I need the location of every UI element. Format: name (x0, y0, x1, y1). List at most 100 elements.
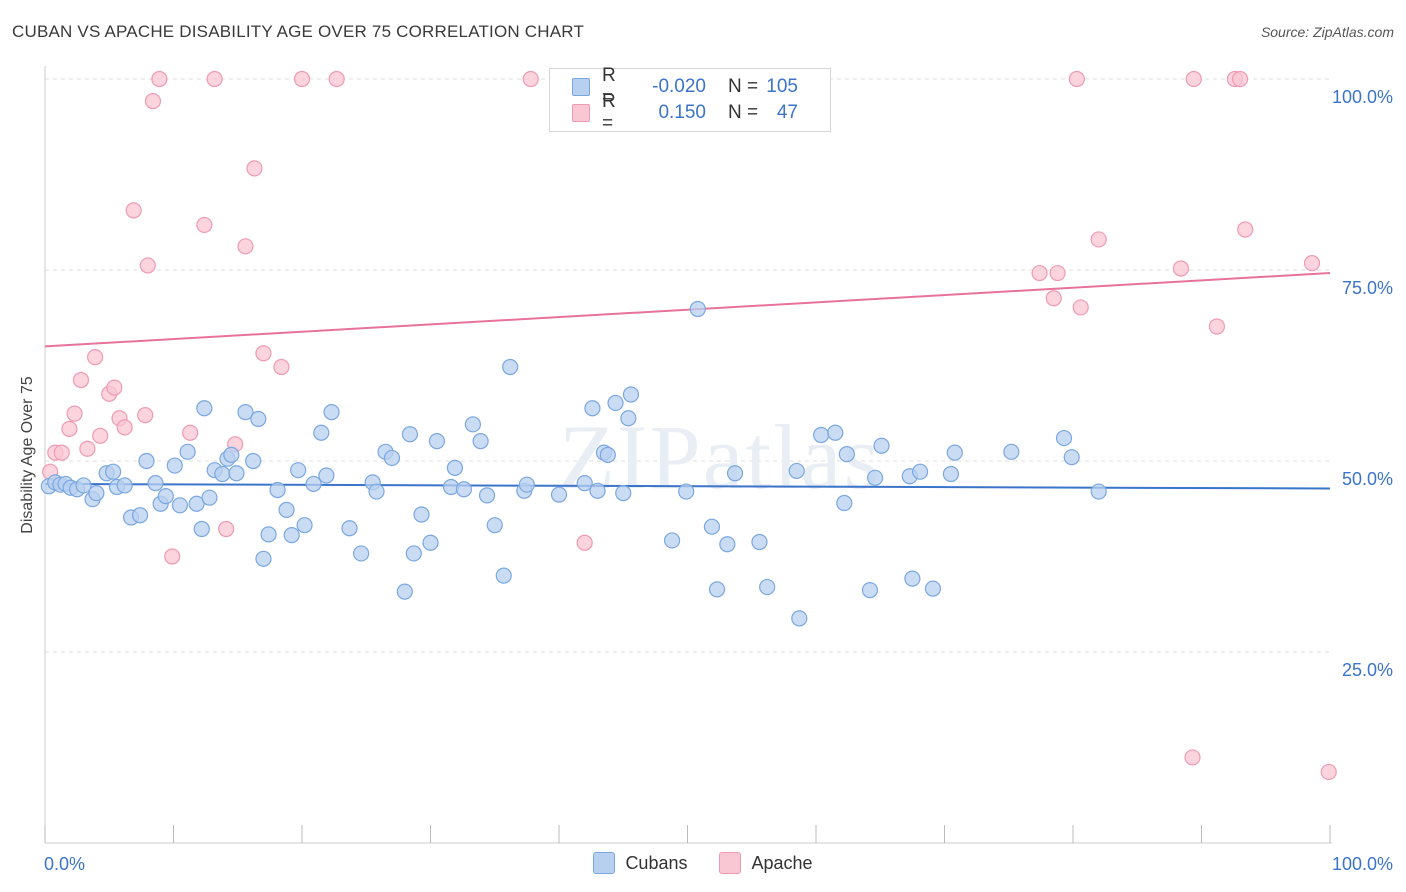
data-point-apache (1208, 318, 1226, 335)
data-point-cubans (924, 580, 942, 597)
data-point-apache (1172, 260, 1190, 277)
data-point-apache (328, 70, 345, 88)
data-point-apache (151, 70, 168, 88)
stats-legend: R = -0.020 N = 105 R = 0.150 N = 47 (549, 65, 831, 134)
data-point-cubans (405, 545, 422, 562)
data-point-cubans (813, 426, 830, 444)
apache-legend-swatch (719, 852, 742, 874)
data-point-cubans (791, 610, 808, 627)
grid-lines (45, 78, 1330, 653)
data-point-cubans (576, 475, 593, 492)
data-point-apache (53, 444, 70, 461)
data-point-cubans (353, 545, 370, 562)
data-point-cubans (589, 482, 606, 499)
data-point-cubans (703, 518, 721, 535)
data-point-cubans (147, 475, 164, 492)
data-point-apache (1090, 231, 1107, 248)
data-point-cubans (615, 484, 632, 502)
data-point-cubans (827, 424, 844, 441)
legend-item-cubans[interactable]: Cubans (593, 852, 687, 874)
data-point-cubans (867, 469, 884, 486)
data-point-apache (1303, 255, 1321, 272)
data-point-cubans (486, 517, 503, 534)
data-point-cubans (607, 394, 624, 412)
data-point-cubans (131, 507, 149, 524)
data-point-cubans (911, 463, 929, 480)
data-point-cubans (296, 517, 313, 534)
data-point-apache (1185, 70, 1202, 88)
r-label: R = (602, 91, 616, 134)
data-point-cubans (138, 452, 155, 470)
data-point-cubans (413, 506, 430, 523)
data-point-cubans (751, 533, 768, 551)
data-point-cubans (1063, 449, 1080, 466)
data-point-cubans (455, 481, 473, 498)
data-point-cubans (245, 452, 262, 470)
data-point-cubans (223, 446, 240, 463)
data-point-cubans (166, 457, 183, 474)
data-point-cubans (478, 487, 496, 504)
data-point-cubans (861, 582, 879, 599)
data-point-apache (139, 257, 156, 274)
data-point-cubans (708, 581, 726, 598)
r-label: R = (602, 65, 616, 108)
data-point-apache (1031, 264, 1048, 282)
data-point-cubans (495, 567, 512, 584)
data-point-cubans (428, 433, 446, 450)
axes (44, 66, 1332, 844)
data-point-cubans (116, 477, 133, 494)
data-point-cubans (422, 534, 439, 551)
x-tick-label: 100.0% (1332, 854, 1393, 874)
data-point-cubans (678, 483, 695, 500)
data-point-cubans (260, 526, 277, 543)
n-label: N = (728, 76, 759, 97)
r-value: 0.150 (658, 102, 706, 123)
data-point-cubans (278, 501, 295, 518)
data-point-apache (164, 548, 181, 565)
data-point-cubans (599, 446, 616, 463)
data-point-apache (1068, 70, 1085, 88)
data-point-apache (144, 93, 162, 110)
data-point-apache (196, 216, 213, 234)
legend-item-apache[interactable]: Apache (719, 852, 813, 874)
y-tick-label: 50.0% (1342, 469, 1393, 489)
data-point-cubans (904, 570, 921, 587)
data-point-cubans (726, 465, 744, 482)
legend-row-apache: R = 0.150 N = 47 (572, 91, 798, 134)
data-point-apache (1072, 299, 1089, 316)
data-point-cubans (171, 497, 189, 514)
data-point-cubans (193, 520, 210, 538)
data-point-apache (237, 238, 254, 255)
data-point-cubans (942, 465, 960, 483)
data-point-cubans (237, 404, 254, 421)
data-point-apache (92, 427, 109, 444)
legend-label-apache: Apache (751, 852, 813, 873)
data-point-cubans (464, 416, 482, 433)
data-point-cubans (472, 433, 489, 450)
data-point-cubans (836, 494, 853, 512)
data-point-cubans (269, 481, 286, 499)
legend-row-cubans: R = -0.020 N = 105 (572, 65, 798, 108)
data-points (40, 70, 1337, 781)
data-point-apache (576, 534, 593, 551)
data-point-apache (137, 407, 154, 424)
data-point-cubans (1003, 443, 1020, 460)
y-tick-label: 75.0% (1342, 278, 1393, 298)
trend-line-apache (44, 272, 1331, 348)
data-point-cubans (788, 462, 805, 480)
data-point-cubans (75, 477, 92, 494)
data-point-cubans (946, 444, 963, 461)
chart-source: Source: ZipAtlas.com (1260, 24, 1394, 40)
data-point-cubans (368, 483, 385, 500)
data-point-apache (182, 424, 199, 441)
data-point-cubans (157, 488, 174, 505)
x-tick-label: 0.0% (44, 854, 85, 874)
data-point-cubans (383, 449, 401, 467)
data-point-cubans (290, 462, 307, 479)
y-tick-label: 25.0% (1342, 660, 1393, 680)
y-tick-label: 100.0% (1332, 87, 1393, 107)
r-value: -0.020 (652, 76, 706, 97)
data-point-cubans (689, 300, 706, 318)
data-point-cubans (502, 358, 519, 376)
data-point-apache (522, 70, 539, 88)
